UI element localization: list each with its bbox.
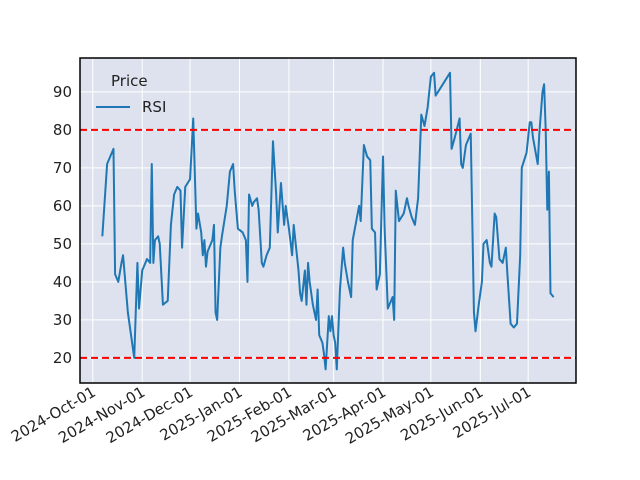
marks <box>80 71 576 371</box>
rsi-line <box>101 71 555 371</box>
y-tick-label: 80 <box>53 121 72 139</box>
y-tick-label: 30 <box>53 311 72 329</box>
legend-label: RSI <box>142 98 166 116</box>
plot-frame <box>79 57 577 384</box>
y-tick-label: 50 <box>53 235 72 253</box>
y-tick-label: 70 <box>53 159 72 177</box>
y-tick-label: 20 <box>53 349 72 367</box>
y-tick-label: 60 <box>53 197 72 215</box>
legend-title: Price <box>111 72 148 90</box>
y-tick-label: 40 <box>53 273 72 291</box>
y-tick-label: 90 <box>53 83 72 101</box>
